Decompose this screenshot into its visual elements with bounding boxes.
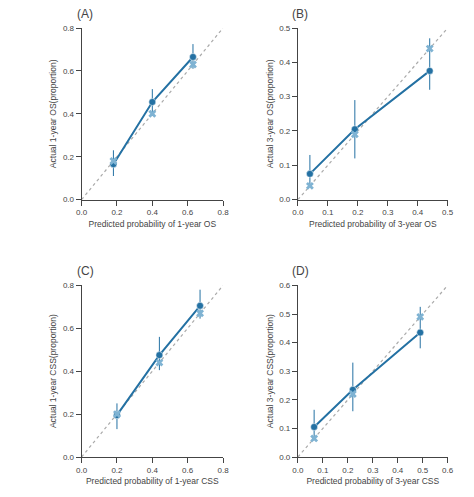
svg-text:0.2: 0.2	[111, 466, 123, 475]
svg-text:(A): (A)	[77, 7, 93, 21]
svg-text:Predicted probability of 1-yea: Predicted probability of 1-year CSS	[86, 476, 219, 486]
svg-text:0.1: 0.1	[279, 424, 291, 433]
svg-text:Actual 1-year OS(proportion): Actual 1-year OS(proportion)	[48, 59, 58, 168]
svg-text:(B): (B)	[292, 7, 308, 21]
svg-text:0.4: 0.4	[412, 208, 424, 217]
svg-text:0.5: 0.5	[417, 466, 429, 475]
svg-text:0.1: 0.1	[322, 208, 334, 217]
svg-text:0.8: 0.8	[63, 281, 75, 290]
svg-text:0.3: 0.3	[279, 367, 291, 376]
svg-text:(C): (C)	[77, 264, 94, 278]
svg-text:0.2: 0.2	[279, 127, 291, 136]
svg-text:0.2: 0.2	[63, 410, 75, 419]
svg-text:0.4: 0.4	[392, 466, 404, 475]
svg-text:0.0: 0.0	[76, 208, 88, 217]
svg-text:0.4: 0.4	[147, 466, 159, 475]
svg-text:0.0: 0.0	[292, 208, 304, 217]
svg-text:Actual 3-year OS(proportion): Actual 3-year OS(proportion)	[265, 59, 275, 168]
svg-text:0.6: 0.6	[182, 208, 194, 217]
svg-text:0.8: 0.8	[217, 208, 229, 217]
svg-text:0.5: 0.5	[442, 208, 454, 217]
svg-text:0.2: 0.2	[111, 208, 123, 217]
svg-text:Predicted probability of 3-yea: Predicted probability of 3-year CSS	[306, 476, 439, 486]
svg-text:Actual 1-year CSS(proportion): Actual 1-year CSS(proportion)	[48, 314, 58, 428]
svg-text:0.4: 0.4	[63, 110, 75, 119]
svg-text:0.0: 0.0	[63, 453, 75, 462]
svg-text:0.6: 0.6	[63, 67, 75, 76]
svg-text:0.4: 0.4	[63, 367, 75, 376]
svg-text:0.6: 0.6	[279, 281, 291, 290]
svg-text:0.6: 0.6	[63, 324, 75, 333]
svg-text:0.3: 0.3	[382, 208, 394, 217]
svg-text:0.8: 0.8	[63, 24, 75, 33]
svg-text:0.0: 0.0	[76, 466, 88, 475]
svg-text:0.6: 0.6	[442, 466, 454, 475]
svg-text:0.1: 0.1	[317, 466, 329, 475]
svg-text:0.2: 0.2	[279, 396, 291, 405]
svg-text:0.1: 0.1	[279, 161, 291, 170]
svg-text:0.2: 0.2	[342, 466, 354, 475]
svg-text:0.0: 0.0	[279, 195, 291, 204]
svg-text:Actual 3-year CSS(proportion): Actual 3-year CSS(proportion)	[265, 314, 275, 428]
svg-text:Predicted probability of 3-yea: Predicted probability of 3-year OS	[309, 219, 437, 229]
svg-text:0.3: 0.3	[279, 92, 291, 101]
svg-text:0.3: 0.3	[367, 466, 379, 475]
svg-text:0.5: 0.5	[279, 310, 291, 319]
svg-text:0.4: 0.4	[279, 338, 291, 347]
svg-text:0.0: 0.0	[279, 453, 291, 462]
svg-text:0.2: 0.2	[63, 153, 75, 162]
svg-text:0.0: 0.0	[63, 195, 75, 204]
svg-text:0.4: 0.4	[279, 58, 291, 67]
svg-text:0.4: 0.4	[147, 208, 159, 217]
svg-text:0.8: 0.8	[217, 466, 229, 475]
svg-text:0.2: 0.2	[352, 208, 364, 217]
svg-text:(D): (D)	[292, 264, 309, 278]
svg-text:0.5: 0.5	[279, 24, 291, 33]
svg-text:Predicted probability of 1-yea: Predicted probability of 1-year OS	[89, 219, 217, 229]
svg-text:0.0: 0.0	[292, 466, 304, 475]
svg-text:0.6: 0.6	[182, 466, 194, 475]
